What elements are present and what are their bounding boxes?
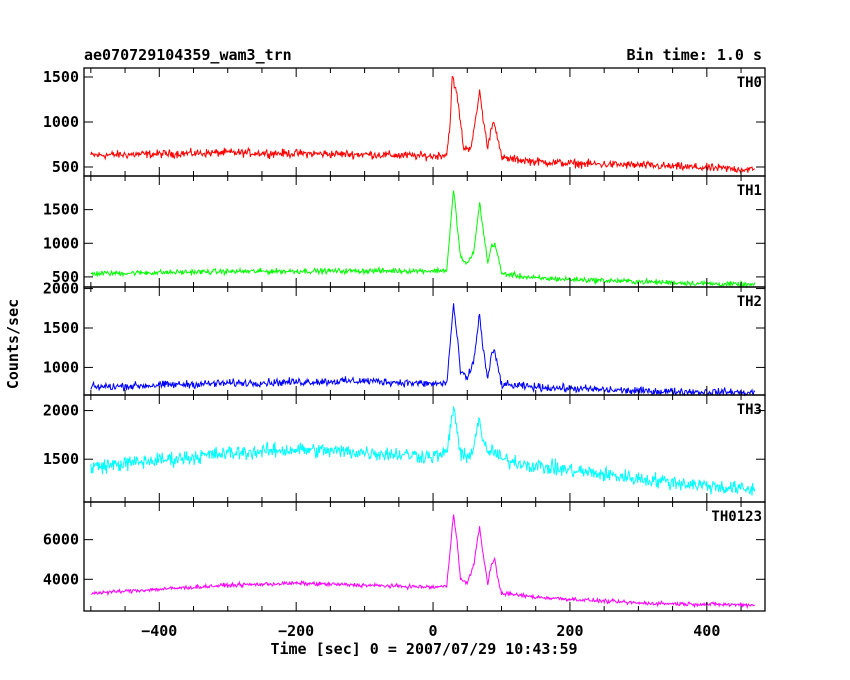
y-tick-label: 1500: [43, 319, 79, 337]
panel-frame-th2: [83, 286, 766, 396]
series-line-th0: [90, 75, 755, 174]
x-tick-label: 0: [429, 622, 438, 640]
y-tick-label: 1000: [43, 113, 79, 131]
series-line-th3: [90, 406, 756, 496]
panel-frame-th0: [83, 67, 766, 177]
y-tick-label: 1500: [43, 450, 79, 468]
y-axis-title: Counts/sec: [4, 299, 22, 389]
x-tick-label: −200: [278, 622, 314, 640]
panel-label-th1: TH1: [737, 183, 762, 199]
x-tick-label: 200: [556, 622, 583, 640]
y-tick-label: 500: [52, 158, 79, 176]
panel-frame-th3: [83, 394, 766, 503]
y-tick-label: 1000: [43, 234, 79, 252]
y-tick-label: 1500: [43, 201, 79, 219]
y-tick-label: 2000: [43, 402, 79, 420]
y-tick-label: 6000: [43, 531, 79, 549]
x-tick-label: 400: [693, 622, 720, 640]
panel-label-th0: TH0: [737, 75, 762, 91]
panel-label-th0123: TH0123: [711, 509, 762, 525]
y-tick-label: 2000: [43, 280, 79, 298]
x-tick-label: −400: [141, 622, 177, 640]
bin-time-label: Bin time: 1.0 s: [627, 46, 762, 64]
panel-frame-th0123: [83, 501, 766, 612]
series-line-th1: [90, 190, 756, 289]
y-tick-label: 4000: [43, 570, 79, 588]
y-tick-label: 1000: [43, 358, 79, 376]
panel-label-th2: TH2: [737, 294, 762, 310]
y-tick-label: 1500: [43, 68, 79, 86]
chart-title: ae070729104359_wam3_trn: [84, 46, 292, 64]
series-line-th0123: [90, 514, 755, 610]
x-axis-title: Time [sec] 0 = 2007/07/29 10:43:59: [270, 640, 577, 658]
y-tick-label: 500: [52, 268, 79, 286]
panel-label-th3: TH3: [737, 402, 762, 418]
series-line-th2: [90, 303, 756, 397]
